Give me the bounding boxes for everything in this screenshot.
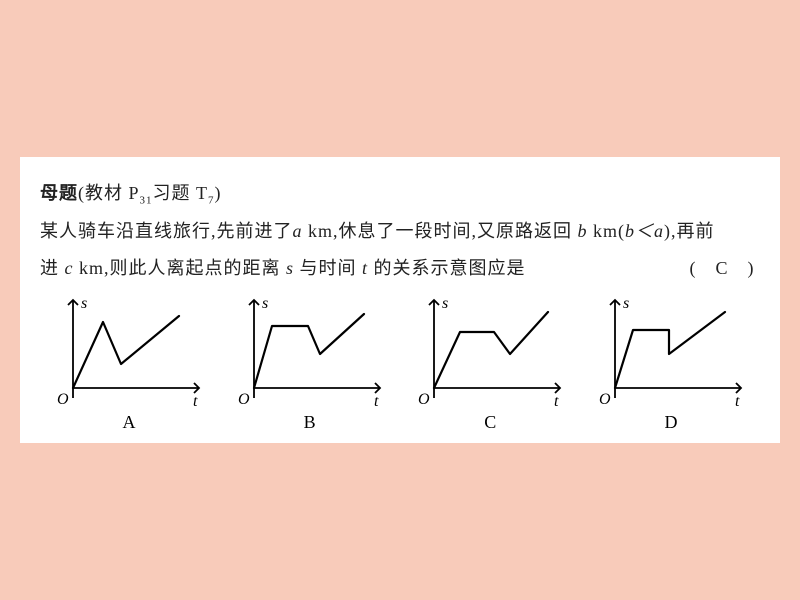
- text: 进: [40, 258, 65, 278]
- axis-y-label: s: [81, 295, 87, 312]
- graphs-row: s t O A s t O B s t O C: [40, 292, 760, 433]
- graph-option: s t O A: [44, 292, 214, 433]
- axis-y-label: s: [262, 295, 268, 312]
- axis-x-label: t: [554, 393, 559, 410]
- graph-svg: s t O: [591, 292, 751, 410]
- option-label: C: [484, 412, 496, 433]
- axis-x-label: t: [735, 393, 740, 410]
- body-line-1: 某人骑车沿直线旅行,先前进了a km,休息了一段时间,又原路返回 b km(b＜…: [40, 213, 760, 251]
- graph-option: s t O C: [405, 292, 575, 433]
- graph-path: [73, 316, 179, 388]
- option-label: D: [664, 412, 677, 433]
- paren-open: (: [689, 258, 715, 278]
- var-c: c: [65, 258, 74, 278]
- header-text-1: (教材 P: [78, 183, 140, 203]
- axis-y-label: s: [442, 295, 448, 312]
- var-a: a: [293, 221, 303, 241]
- answer-slot: ( C ): [684, 250, 760, 288]
- header-p-sub: 31: [140, 194, 153, 206]
- option-label: B: [304, 412, 316, 433]
- axis-y-label: s: [623, 295, 629, 312]
- text: 的关系示意图应是: [368, 258, 526, 278]
- graph-option: s t O D: [586, 292, 756, 433]
- body-line-2: 进 c km,则此人离起点的距离 s 与时间 t 的关系示意图应是 ( C ): [40, 250, 760, 288]
- axis-x-label: t: [374, 393, 379, 410]
- text: 与时间: [294, 258, 362, 278]
- header-text-2: 习题 T: [153, 183, 209, 203]
- graph-path: [615, 312, 725, 388]
- axis-x-label: t: [193, 393, 198, 410]
- paren-close: ): [729, 258, 755, 278]
- origin-label: O: [599, 391, 611, 408]
- text: km,休息了一段时间,又原路返回: [303, 221, 578, 241]
- graph-path: [434, 312, 548, 388]
- graph-svg: s t O: [410, 292, 570, 410]
- origin-label: O: [418, 391, 430, 408]
- text: ),再前: [664, 221, 715, 241]
- header-line: 母题(教材 P31习题 T7): [40, 175, 760, 213]
- var-s: s: [286, 258, 294, 278]
- problem-card: 母题(教材 P31习题 T7) 某人骑车沿直线旅行,先前进了a km,休息了一段…: [20, 157, 780, 443]
- option-label: A: [123, 412, 136, 433]
- text: 某人骑车沿直线旅行,先前进了: [40, 221, 293, 241]
- question-tail: 进 c km,则此人离起点的距离 s 与时间 t 的关系示意图应是: [40, 250, 526, 288]
- rel: b＜a: [625, 221, 664, 241]
- origin-label: O: [57, 391, 69, 408]
- text: km,则此人离起点的距离: [74, 258, 287, 278]
- var-b: b: [578, 221, 588, 241]
- origin-label: O: [238, 391, 250, 408]
- header-bold: 母题: [40, 183, 78, 203]
- header-text-3: ): [215, 183, 222, 203]
- graph-svg: s t O: [230, 292, 390, 410]
- graph-path: [254, 314, 364, 388]
- graph-option: s t O B: [225, 292, 395, 433]
- answer-value: C: [715, 258, 728, 278]
- graph-svg: s t O: [49, 292, 209, 410]
- text: km(: [588, 221, 626, 241]
